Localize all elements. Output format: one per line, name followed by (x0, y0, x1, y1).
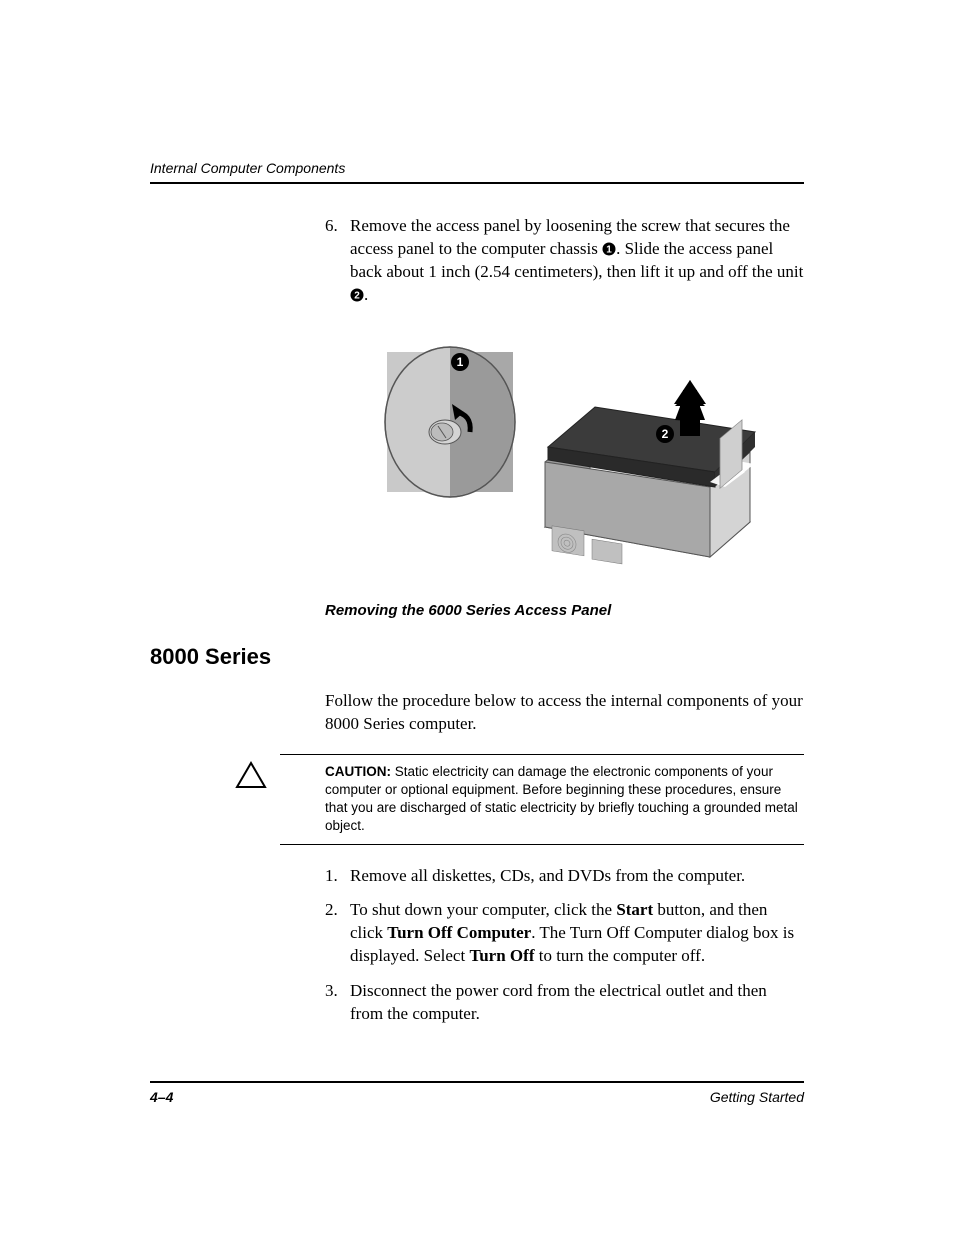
step-3: 3. Disconnect the power cord from the el… (325, 980, 804, 1026)
svg-text:2: 2 (354, 290, 360, 301)
step-2: 2. To shut down your computer, click the… (325, 899, 804, 968)
bold-turnoffcomputer: Turn Off Computer (387, 923, 531, 942)
footer-rule (150, 1081, 804, 1083)
step-text: Disconnect the power cord from the elect… (350, 981, 767, 1023)
caution-text: CAUTION: Static electricity can damage t… (325, 763, 804, 836)
caution-box: CAUTION: Static electricity can damage t… (280, 754, 804, 845)
header-rule (150, 182, 804, 184)
thumbscrew-detail: 1 (385, 347, 515, 497)
access-panel-diagram: 1 (370, 332, 760, 572)
bold-start: Start (616, 900, 653, 919)
step-text: Remove all diskettes, CDs, and DVDs from… (350, 866, 745, 885)
step-number: 3. (325, 980, 338, 1003)
step-number: 1. (325, 865, 338, 888)
step-number: 2. (325, 899, 338, 922)
page-number: 4–4 (150, 1089, 173, 1105)
step-text-part: . (364, 285, 368, 304)
computer-case: 2 (545, 380, 755, 564)
figure-caption: Removing the 6000 Series Access Panel (325, 602, 804, 619)
page-content: 6. Remove the access panel by loosening … (150, 215, 804, 1038)
running-header: Internal Computer Components (150, 160, 804, 182)
page-footer: 4–4 Getting Started (150, 1081, 804, 1105)
section-heading-8000: 8000 Series (150, 644, 804, 670)
svg-text:2: 2 (661, 427, 668, 441)
step-text-part: to turn the computer off. (534, 946, 705, 965)
inline-callout-2: 2 (350, 285, 364, 304)
svg-text:1: 1 (606, 244, 612, 255)
step-1: 1. Remove all diskettes, CDs, and DVDs f… (325, 865, 804, 888)
step-text-part: To shut down your computer, click the (350, 900, 616, 919)
svg-text:1: 1 (456, 355, 463, 369)
bold-turnoff: Turn Off (469, 946, 534, 965)
figure-access-panel: 1 (325, 332, 804, 619)
step-6: 6. Remove the access panel by loosening … (325, 215, 804, 307)
caution-label: CAUTION: (325, 764, 391, 779)
section-intro: Follow the procedure below to access the… (325, 690, 804, 736)
inline-callout-1: 1 (602, 239, 616, 258)
step-number: 6. (325, 215, 338, 238)
step-6-list: 6. Remove the access panel by loosening … (325, 215, 804, 307)
caution-body: Static electricity can damage the electr… (325, 764, 798, 834)
doc-title: Getting Started (710, 1089, 804, 1105)
page-header: Internal Computer Components (150, 160, 804, 184)
steps-8000: 1. Remove all diskettes, CDs, and DVDs f… (325, 865, 804, 1027)
caution-icon (235, 761, 267, 794)
